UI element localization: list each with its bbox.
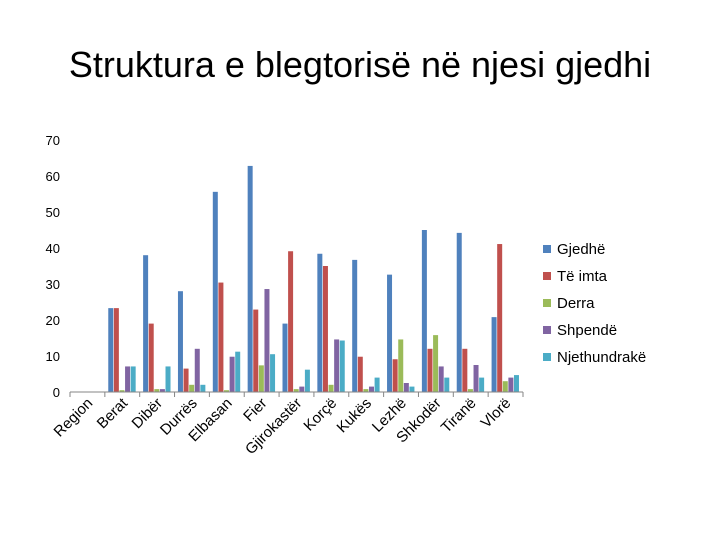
bar-derra	[328, 384, 334, 392]
bar-gjedhë	[177, 291, 183, 392]
category-label: Kukës	[334, 395, 376, 437]
bar-gjedhë	[456, 232, 462, 392]
bar-të-imta	[148, 323, 154, 392]
bar-shpendë	[334, 339, 340, 392]
bar-të-imta	[183, 368, 189, 392]
bar-gjedhë	[387, 274, 393, 392]
bar-gjedhë	[143, 255, 149, 392]
bar-derra	[433, 335, 439, 392]
bar-njethundrakë	[374, 377, 380, 392]
y-tick-label: 0	[53, 385, 60, 400]
bar-shpendë	[125, 366, 131, 392]
legend-label: Njethundrakë	[557, 349, 646, 366]
bar-njethundrakë	[513, 375, 519, 392]
legend-swatch	[543, 272, 551, 280]
bar-derra	[502, 381, 508, 392]
category-label: Korçë	[300, 395, 340, 435]
bar-derra	[293, 389, 299, 392]
bar-gjedhë	[491, 317, 497, 392]
bar-njethundrakë	[444, 377, 450, 392]
category-label: Berat	[94, 394, 132, 432]
bar-shpendë	[438, 366, 444, 392]
bar-të-imta	[462, 348, 468, 392]
category-label: Vlorë	[478, 395, 515, 432]
bar-njethundrakë	[479, 377, 485, 392]
bar-shpendë	[403, 383, 409, 392]
y-tick-label: 10	[46, 349, 60, 364]
bar-derra	[154, 389, 160, 392]
legend-label: Të imta	[557, 268, 608, 285]
bar-shpendë	[299, 386, 305, 392]
bar-njethundrakë	[304, 369, 310, 392]
bar-njethundrakë	[165, 366, 171, 392]
bar-gjedhë	[317, 253, 323, 392]
bar-shpendë	[229, 356, 235, 392]
bar-të-imta	[113, 308, 119, 392]
y-tick-label: 40	[46, 241, 60, 256]
bar-njethundrakë	[339, 340, 345, 392]
legend-label: Shpendë	[557, 322, 617, 339]
bar-gjedhë	[352, 259, 358, 392]
legend-label: Derra	[557, 295, 595, 312]
legend-swatch	[543, 299, 551, 307]
bar-gjedhë	[421, 230, 427, 392]
bar-të-imta	[253, 309, 259, 392]
bar-derra	[363, 389, 369, 392]
x-axis	[69, 391, 524, 397]
y-tick-label: 70	[46, 133, 60, 148]
bar-derra	[224, 390, 230, 392]
category-label: Region	[51, 395, 97, 441]
bar-gjedhë	[282, 323, 288, 392]
bar-gjedhë	[108, 308, 114, 392]
bar-të-imta	[218, 282, 224, 392]
bar-shpendë	[264, 289, 270, 392]
legend-label: Gjedhë	[557, 241, 605, 258]
legend-swatch	[543, 245, 551, 253]
bar-njethundrakë	[200, 384, 206, 392]
y-tick-label: 60	[46, 169, 60, 184]
legend: Gjedhë Të imta Derra Shpendë Njethundrakë	[543, 241, 646, 366]
bar-të-imta	[357, 356, 363, 392]
y-tick-label: 30	[46, 277, 60, 292]
legend-swatch	[543, 353, 551, 361]
bar-të-imta	[392, 359, 398, 392]
y-axis-ticks: 0 10 20 30 40 50 60 70	[46, 133, 60, 400]
bar-shpendë	[159, 389, 165, 392]
bar-të-imta	[322, 266, 328, 392]
bar-shpendë	[508, 377, 514, 392]
bar-njethundrakë	[130, 366, 136, 392]
category-label: Tiranë	[438, 395, 480, 437]
bar-derra	[258, 365, 264, 392]
legend-swatch	[543, 326, 551, 334]
bar-të-imta	[427, 348, 433, 392]
bar-shpendë	[368, 386, 374, 392]
bar-derra	[398, 339, 404, 392]
y-tick-label: 20	[46, 313, 60, 328]
bar-njethundrakë	[235, 351, 241, 392]
bars	[108, 165, 519, 392]
bar-të-imta	[497, 244, 503, 392]
bar-njethundrakë	[409, 386, 415, 392]
bar-shpendë	[194, 348, 200, 392]
bar-derra	[119, 390, 125, 392]
bar-derra	[189, 384, 195, 392]
category-label: Fier	[240, 395, 270, 425]
bar-shpendë	[473, 365, 479, 392]
bar-gjedhë	[247, 165, 253, 392]
bar-njethundrakë	[270, 354, 276, 392]
bar-të-imta	[288, 251, 294, 392]
y-tick-label: 50	[46, 205, 60, 220]
slide-title: Struktura e blegtorisë në njesi gjedhi	[68, 44, 652, 85]
bar-derra	[467, 389, 473, 392]
bar-gjedhë	[212, 191, 218, 392]
